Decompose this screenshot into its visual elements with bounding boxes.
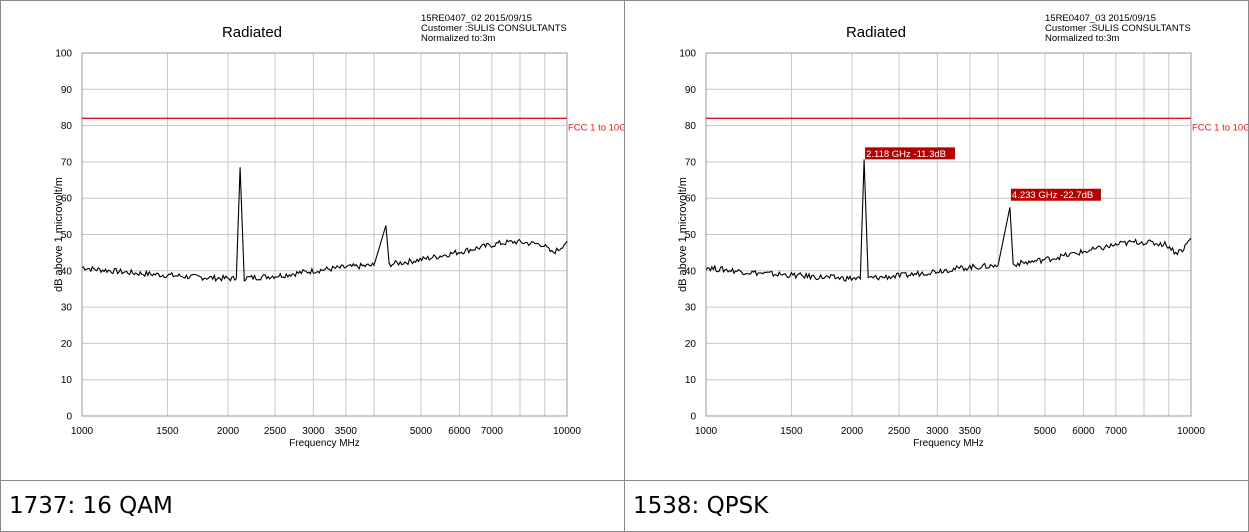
series-line <box>705 159 1192 282</box>
x-tick-label: 2500 <box>888 426 911 437</box>
chart-info-line: 15RE0407_02 2015/09/15 <box>421 13 532 24</box>
plot-frame <box>705 52 1192 417</box>
y-tick-label: 70 <box>61 157 73 168</box>
y-tick-label: 60 <box>61 194 73 205</box>
x-tick-label: 6000 <box>448 426 471 437</box>
y-tick-label: 80 <box>61 121 73 132</box>
chart-title: Radiated <box>846 24 906 41</box>
x-tick-label: 1500 <box>780 426 803 437</box>
x-tick-label: 7000 <box>481 426 504 437</box>
y-tick-label: 10 <box>61 375 73 386</box>
x-tick-label: 6000 <box>1072 426 1095 437</box>
y-tick-label: 50 <box>685 230 697 241</box>
x-tick-label: 3000 <box>926 426 949 437</box>
chart-info-line: Normalized to:3m <box>421 33 496 44</box>
y-axis-label: dB above 1 microvolt/m <box>677 177 689 292</box>
y-tick-label: 0 <box>66 412 72 423</box>
limit-line-label: FCC 1 to 10G <box>568 122 624 133</box>
y-tick-label: 100 <box>679 49 696 60</box>
x-tick-label: 5000 <box>410 426 433 437</box>
y-tick-label: 90 <box>685 85 697 96</box>
x-tick-label: 1500 <box>156 426 179 437</box>
y-axis-label: dB above 1 microvolt/m <box>53 177 65 292</box>
x-tick-label: 1000 <box>71 426 94 437</box>
y-tick-label: 0 <box>690 412 696 423</box>
x-tick-label: 3500 <box>335 426 358 437</box>
marker-label: 2.118 GHz -11.3dB <box>866 149 946 160</box>
y-tick-label: 20 <box>685 339 697 350</box>
x-tick-label: 2500 <box>264 426 287 437</box>
chart-info-line: Customer :SULIS CONSULTANTS <box>421 23 567 34</box>
plot-cell-left: Radiated 15RE0407_02 2015/09/15 Customer :… <box>0 0 627 481</box>
y-tick-label: 40 <box>61 266 73 277</box>
caption-right: 1538: QPSK <box>624 480 1249 532</box>
y-tick-label: 20 <box>61 339 73 350</box>
y-tick-label: 60 <box>685 194 697 205</box>
y-tick-label: 10 <box>685 375 697 386</box>
y-tick-label: 70 <box>685 157 697 168</box>
plot-cell-right: Radiated 15RE0407_03 2015/09/15 Customer :… <box>624 0 1249 481</box>
x-axis-label: Frequency MHz <box>913 438 984 449</box>
plot-frame <box>81 52 568 417</box>
chart-info-line: Normalized to:3m <box>1045 33 1120 44</box>
marker-label: 4.233 GHz -22.7dB <box>1012 190 1093 201</box>
y-tick-label: 50 <box>61 230 73 241</box>
chart-info-line: 15RE0407_03 2015/09/15 <box>1045 13 1156 24</box>
x-tick-label: 10000 <box>553 426 581 437</box>
caption-left: 1737: 16 QAM <box>0 480 625 532</box>
y-tick-label: 100 <box>55 49 72 60</box>
x-tick-label: 2000 <box>217 426 240 437</box>
x-tick-label: 10000 <box>1177 426 1205 437</box>
x-tick-label: 5000 <box>1034 426 1057 437</box>
y-tick-label: 40 <box>685 266 697 277</box>
chart-title: Radiated <box>222 24 282 41</box>
marker-label-box <box>865 147 956 160</box>
x-tick-label: 3000 <box>302 426 325 437</box>
x-axis-label: Frequency MHz <box>289 438 360 449</box>
chart-info-line: Customer :SULIS CONSULTANTS <box>1045 23 1191 34</box>
x-tick-label: 7000 <box>1105 426 1128 437</box>
x-tick-label: 2000 <box>841 426 864 437</box>
y-tick-label: 80 <box>685 121 697 132</box>
limit-line-label: FCC 1 to 10G <box>1192 122 1248 133</box>
x-tick-label: 1000 <box>695 426 718 437</box>
marker-label-box <box>1010 188 1101 201</box>
y-tick-label: 30 <box>685 303 697 314</box>
y-tick-label: 90 <box>61 85 73 96</box>
x-tick-label: 3500 <box>959 426 982 437</box>
y-tick-label: 30 <box>61 303 73 314</box>
series-line <box>81 167 568 283</box>
